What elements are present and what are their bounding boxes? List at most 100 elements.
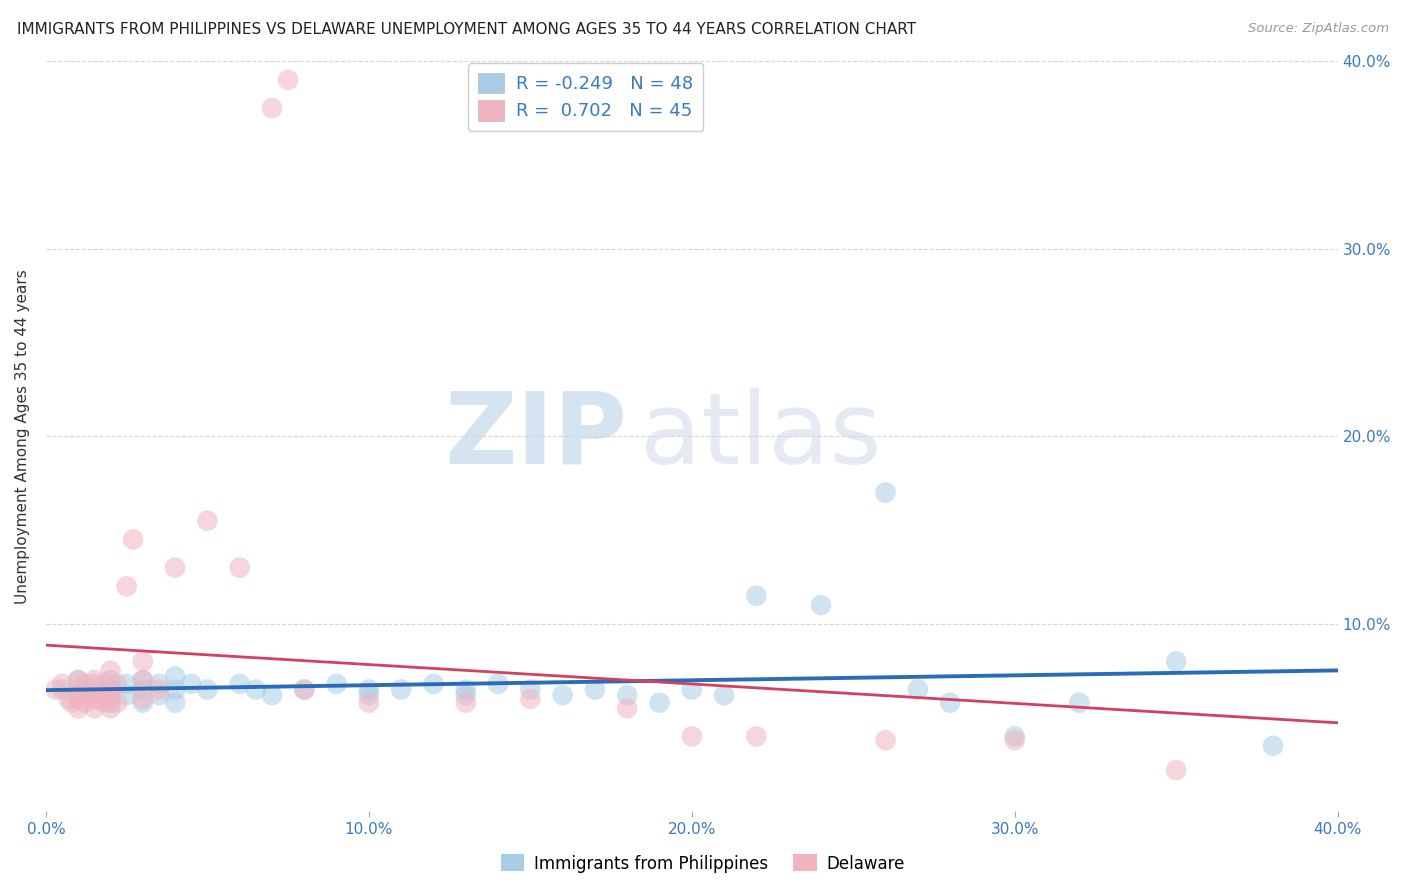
Point — [454, 682, 477, 697]
Point — [132, 654, 155, 668]
Point — [67, 688, 90, 702]
Point — [93, 677, 115, 691]
Point — [875, 485, 897, 500]
Point — [454, 696, 477, 710]
Point — [681, 682, 703, 697]
Point — [115, 677, 138, 691]
Text: ZIP: ZIP — [444, 388, 627, 484]
Point — [292, 682, 315, 697]
Point — [1166, 654, 1188, 668]
Point — [73, 677, 96, 691]
Point — [875, 733, 897, 747]
Point — [67, 692, 90, 706]
Point — [93, 688, 115, 702]
Point — [583, 682, 606, 697]
Point — [73, 696, 96, 710]
Point — [260, 688, 283, 702]
Point — [325, 677, 347, 691]
Point — [100, 682, 122, 697]
Point — [105, 677, 128, 691]
Point — [45, 682, 67, 697]
Point — [551, 688, 574, 702]
Point — [713, 688, 735, 702]
Point — [228, 560, 250, 574]
Legend: Immigrants from Philippines, Delaware: Immigrants from Philippines, Delaware — [495, 847, 911, 880]
Point — [1004, 730, 1026, 744]
Point — [83, 692, 105, 706]
Point — [67, 682, 90, 697]
Point — [197, 682, 219, 697]
Point — [132, 682, 155, 697]
Point — [115, 688, 138, 702]
Point — [907, 682, 929, 697]
Point — [83, 701, 105, 715]
Point — [132, 673, 155, 687]
Point — [357, 682, 380, 697]
Point — [165, 682, 187, 697]
Point — [148, 677, 170, 691]
Point — [486, 677, 509, 691]
Point — [180, 677, 202, 691]
Point — [100, 673, 122, 687]
Point — [148, 682, 170, 697]
Point — [745, 730, 768, 744]
Point — [67, 701, 90, 715]
Text: IMMIGRANTS FROM PHILIPPINES VS DELAWARE UNEMPLOYMENT AMONG AGES 35 TO 44 YEARS C: IMMIGRANTS FROM PHILIPPINES VS DELAWARE … — [17, 22, 915, 37]
Point — [648, 696, 671, 710]
Point — [83, 673, 105, 687]
Point — [58, 692, 80, 706]
Point — [77, 688, 100, 702]
Point — [100, 682, 122, 697]
Point — [454, 688, 477, 702]
Point — [60, 696, 83, 710]
Point — [1166, 763, 1188, 777]
Point — [122, 533, 145, 547]
Point — [51, 682, 73, 697]
Point — [939, 696, 962, 710]
Point — [616, 701, 638, 715]
Legend: R = -0.249   N = 48, R =  0.702   N = 45: R = -0.249 N = 48, R = 0.702 N = 45 — [468, 62, 703, 130]
Point — [67, 673, 90, 687]
Point — [519, 692, 541, 706]
Point — [616, 688, 638, 702]
Point — [745, 589, 768, 603]
Point — [260, 101, 283, 115]
Point — [292, 682, 315, 697]
Point — [83, 682, 105, 697]
Point — [165, 696, 187, 710]
Point — [132, 673, 155, 687]
Point — [389, 682, 412, 697]
Point — [810, 598, 832, 612]
Point — [277, 73, 299, 87]
Point — [100, 701, 122, 715]
Point — [105, 696, 128, 710]
Point — [519, 682, 541, 697]
Y-axis label: Unemployment Among Ages 35 to 44 years: Unemployment Among Ages 35 to 44 years — [15, 268, 30, 604]
Point — [245, 682, 267, 697]
Point — [93, 696, 115, 710]
Point — [51, 677, 73, 691]
Point — [115, 579, 138, 593]
Point — [357, 696, 380, 710]
Point — [1004, 733, 1026, 747]
Point — [197, 514, 219, 528]
Point — [83, 677, 105, 691]
Point — [165, 669, 187, 683]
Text: atlas: atlas — [640, 388, 882, 484]
Point — [67, 673, 90, 687]
Point — [148, 688, 170, 702]
Point — [228, 677, 250, 691]
Point — [83, 692, 105, 706]
Point — [1261, 739, 1284, 753]
Point — [357, 688, 380, 702]
Text: Source: ZipAtlas.com: Source: ZipAtlas.com — [1249, 22, 1389, 36]
Point — [681, 730, 703, 744]
Point — [132, 696, 155, 710]
Point — [165, 560, 187, 574]
Point — [100, 696, 122, 710]
Point — [1069, 696, 1091, 710]
Point — [422, 677, 444, 691]
Point — [100, 664, 122, 678]
Point — [132, 692, 155, 706]
Point — [100, 692, 122, 706]
